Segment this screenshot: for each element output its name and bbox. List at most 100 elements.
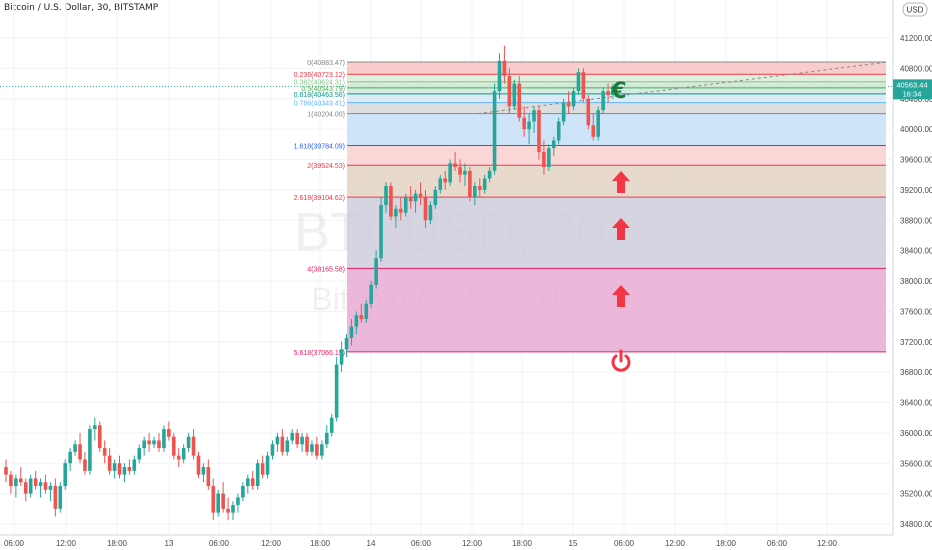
time-tick-label: 14 (367, 539, 376, 548)
fib-level-label: 0.786(40349.41) (294, 101, 345, 108)
candle-body (374, 258, 378, 285)
trend-line[interactable] (477, 61, 888, 115)
currency-badge-bg (902, 2, 928, 17)
fib-band (347, 165, 886, 198)
candle-body (73, 444, 77, 452)
candle-body (191, 436, 196, 456)
candle-body (157, 440, 161, 449)
candle-body (394, 208, 398, 217)
last-price-tag-bg (893, 79, 932, 100)
candle-body (527, 121, 531, 130)
candle-body (107, 455, 112, 471)
time-tick-label: 15 (569, 539, 578, 548)
candle-body (487, 170, 492, 179)
candle-body (28, 478, 33, 494)
candle-body (339, 349, 344, 365)
price-tick-label: 37600.00 (900, 307, 932, 316)
power-arc (611, 354, 631, 372)
candle-body (162, 429, 166, 449)
candle-body (117, 463, 122, 475)
candle-body (418, 193, 423, 198)
price-tick-label: 35200.00 (900, 490, 932, 499)
price-tick-label: 38400.00 (900, 247, 932, 256)
candle-body (167, 429, 171, 437)
candle-body (97, 425, 102, 449)
candle-body (236, 497, 240, 506)
price-tick-label: 41200.00 (900, 34, 932, 43)
candle-body (532, 110, 536, 122)
candle-body (512, 83, 517, 107)
time-tick-label: 12:00 (261, 539, 282, 548)
fib-band (347, 81, 886, 88)
candle-body (473, 186, 477, 198)
candle-body (482, 178, 487, 190)
candle-body (448, 163, 452, 183)
candle-body (547, 148, 551, 168)
fib-level-label: 0.236(40723.12) (294, 72, 345, 79)
candle-body (250, 478, 255, 487)
candle-body (38, 482, 43, 487)
candle-body (68, 451, 72, 464)
time-tick-label: 13 (165, 539, 174, 548)
candle-body (211, 486, 216, 513)
candle-body (522, 117, 526, 130)
price-tick-label: 39200.00 (900, 186, 932, 195)
candle-body (181, 448, 186, 460)
candle-body (23, 482, 28, 494)
candle-body (556, 121, 561, 141)
candle-body (241, 486, 245, 498)
arrow-up-icon[interactable] (612, 285, 630, 307)
candle-body (58, 486, 63, 509)
candles (4, 45, 615, 521)
power-icon[interactable] (611, 349, 631, 372)
candle-body (265, 455, 270, 475)
candle-body (561, 102, 566, 122)
fibonacci-extension[interactable]: 0(40883.47) 0.236(40723.12)0.382(40624.31… (294, 60, 888, 357)
candle-body (93, 425, 97, 430)
candle-body (502, 60, 507, 76)
candle-body (280, 436, 285, 452)
candle-body (329, 417, 334, 433)
candle-body (246, 478, 250, 487)
candle-body (112, 463, 117, 471)
price-tick-label: 37200.00 (900, 338, 932, 347)
candle-body (176, 455, 181, 460)
candle-body (127, 467, 132, 471)
candle-body (591, 125, 596, 137)
candle-body (285, 440, 290, 452)
candle-body (88, 429, 92, 471)
price-tick-label: 34800.00 (900, 520, 932, 529)
candle-body (275, 436, 280, 445)
bar-countdown: 16:34 (903, 89, 922, 98)
arrow-up-icon[interactable] (612, 218, 630, 240)
time-axis[interactable]: 06:00 12:00 18:00 13 06:00 12:00 18:00 14 06:00 1… (4, 539, 838, 548)
candle-body (537, 110, 541, 152)
time-tick-label: 06:00 (614, 539, 635, 548)
fib-level-label: 1.618(39784.09) (294, 144, 345, 151)
price-axis[interactable]: 41200.0040800.0040400.0040000.0039600.00… (893, 2, 932, 529)
time-tick-label: 12:00 (665, 539, 686, 548)
candle-body (477, 186, 482, 190)
arrow-up-icon[interactable] (612, 171, 630, 193)
fib-level-label: 0.618(40463.56) (294, 92, 345, 99)
candle-body (221, 493, 225, 509)
candle-body (305, 436, 309, 452)
candle-body (78, 444, 82, 460)
candle-body (369, 284, 373, 304)
euro-icon[interactable]: € (610, 79, 626, 104)
arrow-shape (612, 171, 630, 193)
price-tick-label: 39600.00 (900, 156, 932, 165)
candle-body (14, 478, 18, 487)
candle-body (315, 444, 319, 456)
currency-badge[interactable]: USD (902, 2, 928, 17)
time-tick-label: 18:00 (107, 539, 128, 548)
price-tick-label: 40000.00 (900, 125, 932, 134)
annotation-icons[interactable]: € (610, 79, 631, 372)
candle-body (551, 140, 556, 149)
candle-body (359, 315, 364, 319)
candle-body (334, 364, 339, 418)
price-tick-label: 35600.00 (900, 459, 932, 468)
candle-body (586, 98, 591, 126)
candle-body (384, 186, 388, 206)
